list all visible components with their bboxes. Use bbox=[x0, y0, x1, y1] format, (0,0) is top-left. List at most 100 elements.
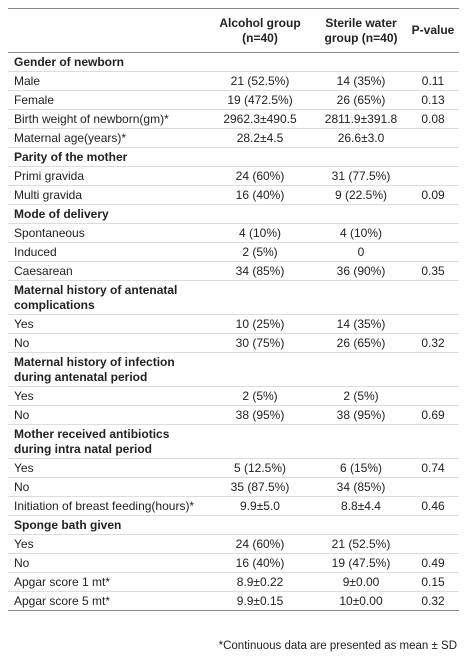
data-row: Yes 2 (5%) 2 (5%) bbox=[8, 387, 459, 406]
value-text: 8.8±4.4 bbox=[341, 498, 381, 513]
data-row: No 30 (75%) 26 (65%) 0.32 bbox=[8, 334, 459, 353]
section-text: Sponge bath given bbox=[14, 517, 122, 532]
row-label: Yes bbox=[14, 535, 34, 553]
label-text: Yes bbox=[14, 536, 34, 551]
data-row: Caesarean 34 (85%) 36 (90%) 0.35 bbox=[8, 262, 459, 281]
section-text: during antenatal period bbox=[14, 369, 148, 384]
data-row: Multi gravida 16 (40%) 9 (22.5%) 0.09 bbox=[8, 186, 459, 205]
value-text: 8.9±0.22 bbox=[236, 574, 284, 589]
value-text: 2 (5%) bbox=[242, 388, 278, 403]
row-label: Yes bbox=[14, 387, 34, 405]
cell-value: 0.74 bbox=[408, 459, 458, 477]
value-text: 21 (52.5%) bbox=[331, 536, 391, 551]
data-row: Female 19 (472.5%) 26 (65%) 0.13 bbox=[8, 91, 459, 110]
label-text: Initiation of breast feeding(hours)* bbox=[14, 498, 195, 513]
header-text: group (n=40) bbox=[324, 30, 398, 45]
cell-value: 0.49 bbox=[408, 554, 458, 572]
cell-value: 2 (5%) bbox=[204, 243, 316, 261]
section-text: Maternal history of infection bbox=[14, 354, 175, 369]
value-text: 0.69 bbox=[421, 407, 445, 422]
cell-value: 21 (52.5%) bbox=[308, 535, 414, 553]
label-text: Yes bbox=[14, 388, 34, 403]
value-text: 28.2±4.5 bbox=[236, 130, 284, 145]
header-text: (n=40) bbox=[242, 30, 278, 45]
cell-value: 8.9±0.22 bbox=[204, 573, 316, 591]
row-label: Induced bbox=[14, 243, 57, 261]
section-row: Sponge bath given bbox=[8, 516, 459, 535]
cell-value: 14 (35%) bbox=[308, 72, 414, 90]
cell-value: 24 (60%) bbox=[204, 167, 316, 185]
data-row: No 35 (87.5%) 34 (85%) bbox=[8, 478, 459, 497]
value-text: 4 (10%) bbox=[339, 225, 383, 240]
cell-value: 0.13 bbox=[408, 91, 458, 109]
footnote: *Continuous data are presented as mean ±… bbox=[218, 640, 457, 652]
cell-value: 0.15 bbox=[408, 573, 458, 591]
value-text: 9 (22.5%) bbox=[334, 187, 388, 202]
data-row: Spontaneous 4 (10%) 4 (10%) bbox=[8, 224, 459, 243]
value-text: 0.49 bbox=[421, 555, 445, 570]
value-text: 0.74 bbox=[421, 460, 445, 475]
cell-value: 10±0.00 bbox=[308, 592, 414, 610]
cell-value: 10 (25%) bbox=[204, 315, 316, 333]
value-text: 2 (5%) bbox=[242, 244, 278, 259]
data-row: Initiation of breast feeding(hours)* 9.9±… bbox=[8, 497, 459, 516]
header-cell: Alcohol group (n=40) bbox=[204, 9, 316, 52]
row-label: Apgar score 5 mt* bbox=[14, 592, 110, 610]
value-text: 19 (472.5%) bbox=[227, 92, 293, 107]
cell-value: 26 (65%) bbox=[308, 334, 414, 352]
row-label: Yes bbox=[14, 459, 34, 477]
section-row: Maternal history of infection during ante… bbox=[8, 353, 459, 387]
cell-value: 9.9±5.0 bbox=[204, 497, 316, 515]
value-text: 9±0.00 bbox=[342, 574, 380, 589]
section-text: Maternal history of antenatal bbox=[14, 282, 178, 297]
row-label: Male bbox=[14, 72, 40, 90]
cell-value: 0.08 bbox=[408, 110, 458, 128]
value-text: 0 bbox=[357, 244, 365, 259]
cell-value: 0.69 bbox=[408, 406, 458, 424]
section-label: Mother received antibiotics during intra … bbox=[14, 425, 169, 458]
value-text: 31 (77.5%) bbox=[331, 168, 391, 183]
value-text: 35 (87.5%) bbox=[230, 479, 290, 494]
cell-value: 19 (472.5%) bbox=[204, 91, 316, 109]
row-label: No bbox=[14, 554, 29, 572]
cell-value: 0.46 bbox=[408, 497, 458, 515]
cell-value: 0.35 bbox=[408, 262, 458, 280]
header-cell: P-value bbox=[408, 9, 458, 52]
cell-value: 4 (10%) bbox=[204, 224, 316, 242]
data-row: No 38 (95%) 38 (95%) 0.69 bbox=[8, 406, 459, 425]
label-text: Caesarean bbox=[14, 263, 73, 278]
row-label: Spontaneous bbox=[14, 224, 85, 242]
value-text: 10±0.00 bbox=[339, 593, 383, 608]
cell-value: 30 (75%) bbox=[204, 334, 316, 352]
value-text: 2962.3±490.5 bbox=[223, 111, 297, 126]
label-text: Male bbox=[14, 73, 41, 88]
value-text: 0.46 bbox=[421, 498, 445, 513]
value-text: 10 (25%) bbox=[235, 316, 285, 331]
row-label: No bbox=[14, 478, 29, 496]
label-text: Apgar score 1 mt* bbox=[14, 574, 111, 589]
cell-value: 26 (65%) bbox=[308, 91, 414, 109]
value-text: 2 (5%) bbox=[343, 388, 379, 403]
value-text: 6 (15%) bbox=[339, 460, 383, 475]
section-label: Gender of newborn bbox=[14, 53, 124, 71]
section-text: Mother received antibiotics bbox=[14, 426, 170, 441]
data-row: Apgar score 1 mt* 8.9±0.22 9±0.00 0.15 bbox=[8, 573, 459, 592]
label-text: Spontaneous bbox=[14, 225, 85, 240]
cell-value: 34 (85%) bbox=[308, 478, 414, 496]
label-text: No bbox=[14, 555, 30, 570]
value-text: 2811.9±391.8 bbox=[324, 111, 398, 126]
value-text: 38 (95%) bbox=[235, 407, 285, 422]
value-text: 36 (90%) bbox=[336, 263, 386, 278]
cell-value: 36 (90%) bbox=[308, 262, 414, 280]
value-text: 26 (65%) bbox=[336, 92, 386, 107]
cell-value: 16 (40%) bbox=[204, 554, 316, 572]
section-label: Maternal history of infection during ante… bbox=[14, 353, 175, 386]
section-label: Maternal history of antenatal complicatio… bbox=[14, 281, 177, 314]
cell-value: 5 (12.5%) bbox=[204, 459, 316, 477]
row-label: Multi gravida bbox=[14, 186, 82, 204]
value-text: 0.32 bbox=[421, 593, 445, 608]
cell-value: 9 (22.5%) bbox=[308, 186, 414, 204]
cell-value: 9±0.00 bbox=[308, 573, 414, 591]
value-text: 9.9±0.15 bbox=[236, 593, 284, 608]
